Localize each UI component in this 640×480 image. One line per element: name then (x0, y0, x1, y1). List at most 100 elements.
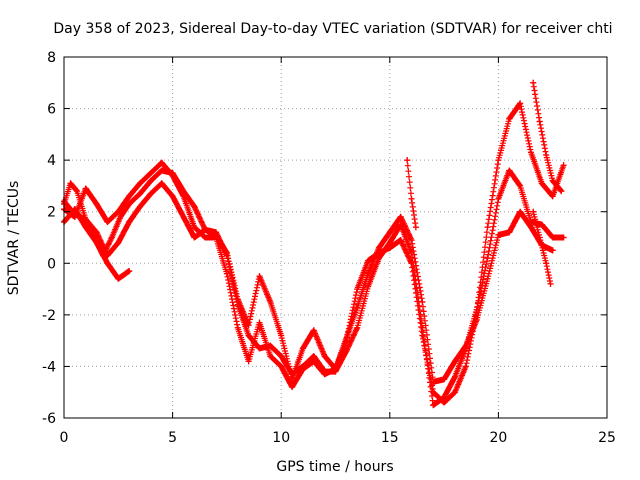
data-point (158, 159, 165, 166)
data-point (104, 252, 111, 259)
data-point (191, 224, 198, 231)
data-point (451, 358, 458, 365)
y-tick-label: 0 (47, 256, 56, 272)
data-point (517, 100, 524, 107)
data-point (278, 332, 285, 339)
data-point (299, 345, 306, 352)
data-point (441, 376, 448, 383)
data-point (495, 157, 502, 164)
data-point (375, 249, 382, 256)
data-point (299, 366, 306, 373)
data-point (137, 203, 144, 210)
data-point (354, 286, 361, 293)
series-track-4 (61, 100, 567, 406)
data-point (117, 213, 124, 220)
series-track-7 (530, 208, 554, 287)
data-point (560, 234, 567, 241)
data-point (115, 208, 122, 215)
data-point (169, 193, 176, 200)
data-point (547, 280, 554, 287)
data-point (278, 363, 285, 370)
data-point (310, 358, 317, 365)
data-point (104, 219, 111, 226)
data-point (473, 309, 480, 316)
data-point (430, 402, 437, 409)
data-point (332, 366, 339, 373)
data-point (419, 332, 426, 339)
data-point (137, 190, 144, 197)
data-point (517, 208, 524, 215)
data-point (147, 177, 154, 184)
data-point (365, 270, 372, 277)
x-tick-label: 15 (381, 430, 399, 446)
data-point (495, 195, 502, 202)
data-point (137, 180, 144, 187)
data-point (223, 270, 230, 277)
data-point (310, 353, 317, 360)
y-tick-label: 4 (47, 153, 56, 169)
data-point (506, 167, 513, 174)
data-point (321, 371, 328, 378)
data-point (506, 115, 513, 122)
data-point (245, 332, 252, 339)
data-point (419, 298, 426, 305)
data-point (530, 79, 537, 86)
data-point (245, 358, 252, 365)
data-point (267, 298, 274, 305)
data-point (397, 237, 404, 244)
y-tick-label: -4 (42, 359, 56, 375)
data-point (365, 283, 372, 290)
x-tick-label: 5 (168, 430, 177, 446)
data-point (543, 151, 550, 158)
data-point (202, 226, 209, 233)
data-point (93, 229, 100, 236)
data-point (71, 211, 78, 218)
data-point (213, 231, 220, 238)
data-points (61, 79, 567, 409)
data-point (549, 234, 556, 241)
x-tick-label: 10 (272, 430, 290, 446)
data-point (256, 345, 263, 352)
data-point (451, 389, 458, 396)
data-point (104, 260, 111, 267)
data-point (82, 216, 89, 223)
data-point (289, 376, 296, 383)
data-point (180, 193, 187, 200)
series-track-5 (404, 157, 419, 231)
data-point (202, 234, 209, 241)
data-point (408, 195, 415, 202)
x-tick-label: 0 (60, 430, 69, 446)
data-point (375, 244, 382, 251)
data-point (451, 373, 458, 380)
y-axis-label: SDTVAR / TECUs (6, 181, 22, 296)
data-point (527, 149, 534, 156)
x-axis-label: GPS time / hours (276, 459, 393, 475)
data-point (408, 260, 415, 267)
data-point (365, 257, 372, 264)
data-point (126, 268, 133, 275)
data-point (404, 157, 411, 164)
data-point (536, 234, 543, 241)
data-point (158, 180, 165, 187)
data-point (147, 170, 154, 177)
data-point (354, 324, 361, 331)
data-point (397, 213, 404, 220)
data-point (256, 273, 263, 280)
data-point (256, 319, 263, 326)
data-point (412, 224, 419, 231)
data-point (267, 353, 274, 360)
data-point (538, 180, 545, 187)
axis-ticks: 0 5 10 15 20 25 -6 -4 -2 0 2 4 6 8 (42, 50, 616, 446)
chart-title: Day 358 of 2023, Sidereal Day-to-day VTE… (53, 21, 612, 37)
y-tick-label: 6 (47, 102, 56, 118)
data-point (115, 239, 122, 246)
data-point (126, 219, 133, 226)
data-point (180, 213, 187, 220)
data-point (530, 208, 537, 215)
x-tick-label: 20 (489, 430, 507, 446)
data-point (484, 224, 491, 231)
data-point (441, 399, 448, 406)
data-point (549, 247, 556, 254)
data-point (147, 190, 154, 197)
